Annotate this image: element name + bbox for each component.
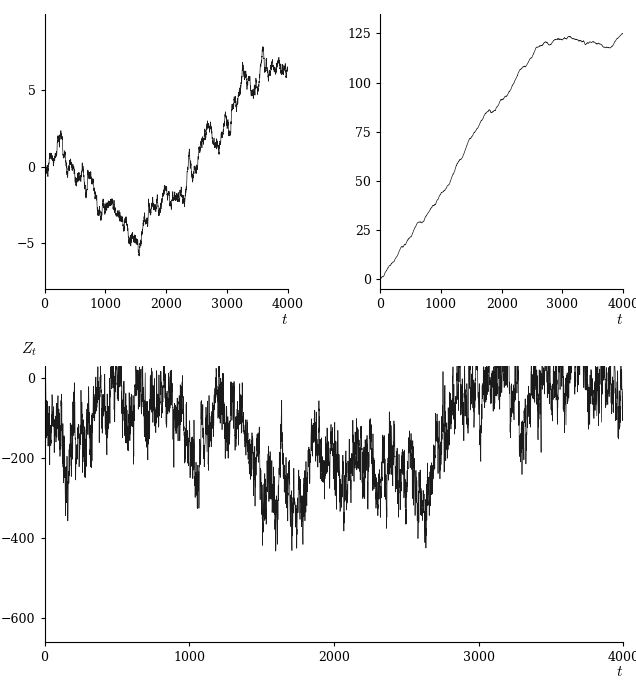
- Text: $Z_t$: $Z_t$: [22, 340, 38, 358]
- Text: $Z_t$: $Z_t$: [361, 0, 377, 3]
- Text: $Z_t$: $Z_t$: [25, 0, 41, 3]
- X-axis label: $t$: $t$: [616, 665, 623, 679]
- X-axis label: $t$: $t$: [616, 313, 623, 326]
- X-axis label: $t$: $t$: [280, 313, 287, 326]
